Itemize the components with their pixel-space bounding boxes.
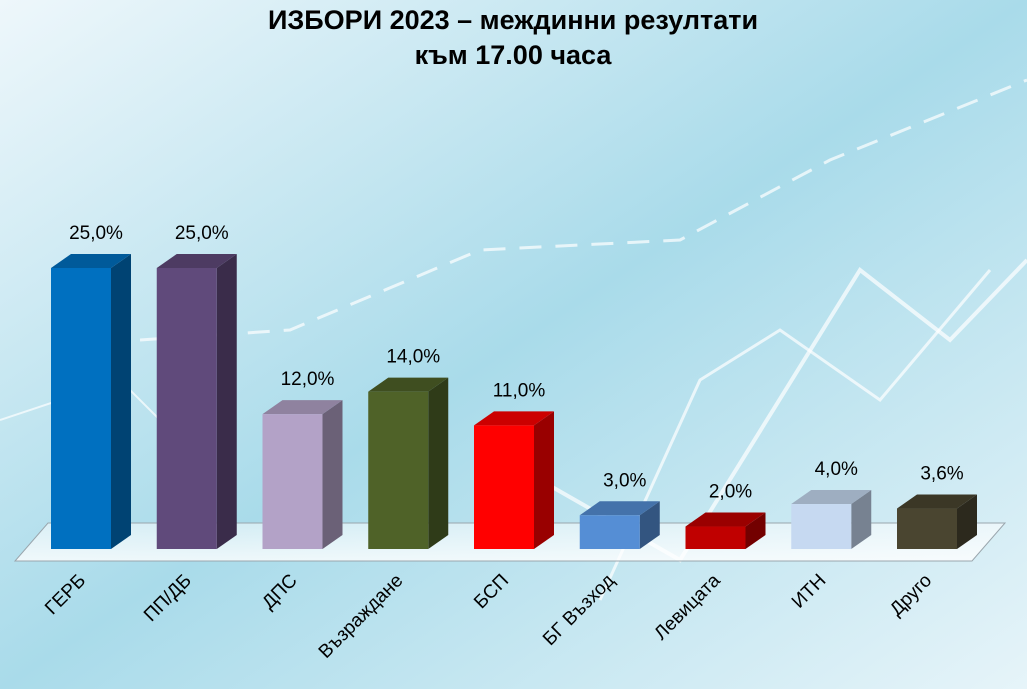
value-label: 11,0% [493, 380, 546, 401]
bar-top [685, 512, 766, 527]
bar [791, 504, 852, 549]
bar-side [639, 501, 660, 549]
bar-top [51, 254, 131, 268]
bar [685, 526, 746, 549]
bar-side [216, 254, 237, 549]
bar-side [428, 377, 449, 549]
bar [368, 391, 429, 549]
bar-top [897, 494, 977, 509]
bar-top [474, 411, 554, 426]
value-label: 12,0% [281, 369, 335, 390]
bar [51, 268, 111, 549]
bar [579, 515, 640, 549]
bar [474, 425, 534, 549]
bar [897, 508, 957, 549]
bar-top [262, 400, 343, 415]
value-label: 25,0% [175, 223, 229, 244]
bar-top [368, 377, 449, 392]
bar-top [156, 254, 237, 268]
bar-top [579, 501, 660, 516]
bar-side [851, 490, 872, 549]
bar-side [322, 400, 343, 549]
value-label: 3,0% [603, 470, 646, 491]
bar [156, 268, 217, 549]
value-label: 4,0% [815, 459, 858, 480]
bar-side [957, 494, 977, 549]
chart-subtitle: към 17.00 часа [415, 40, 613, 70]
bar-top [791, 490, 872, 505]
bar-side [534, 411, 554, 549]
chart-title: ИЗБОРИ 2023 – междинни резултати [268, 5, 758, 35]
bar [262, 414, 323, 549]
value-label: 25,0% [69, 223, 123, 244]
value-label: 3,6% [920, 464, 963, 485]
value-label: 2,0% [709, 482, 752, 503]
bar-side [745, 512, 766, 549]
bar-side [111, 254, 131, 549]
value-label: 14,0% [386, 347, 440, 368]
